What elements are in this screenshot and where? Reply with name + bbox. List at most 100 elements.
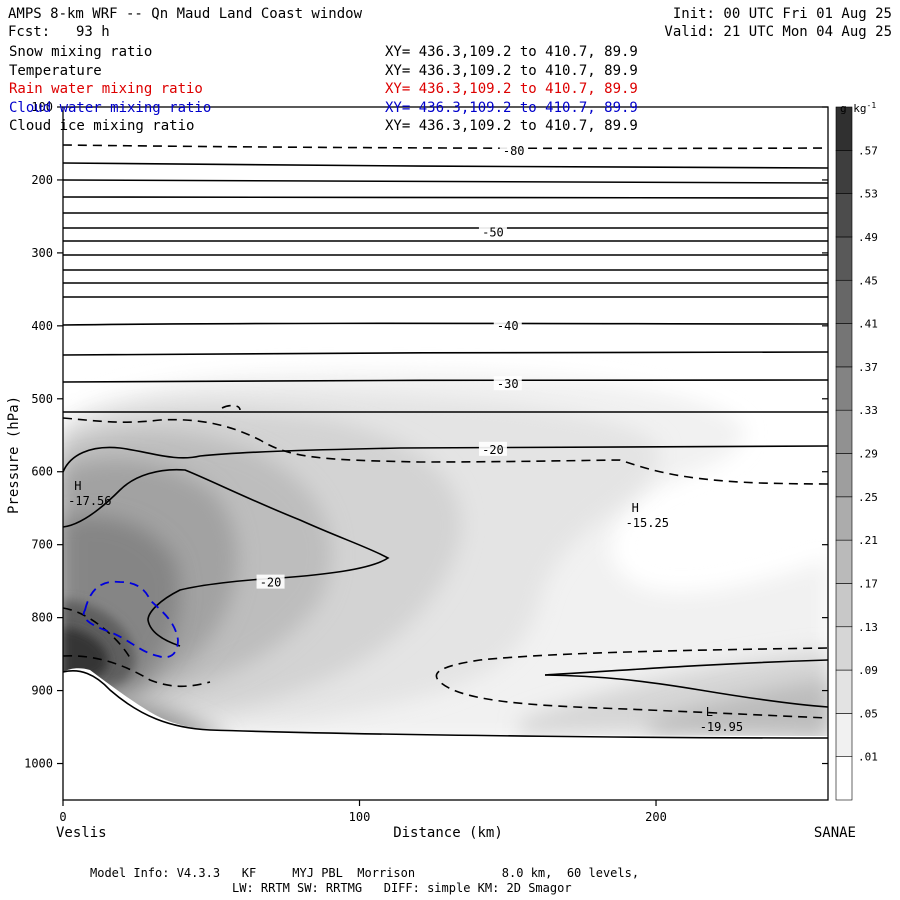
temp-contour-13 — [63, 379, 828, 383]
colorbar-level-label: .09 — [858, 664, 878, 677]
field-name: Rain water mixing ratio — [9, 81, 203, 97]
temp-contour-15 — [63, 445, 828, 473]
y-axis: 100 200 300 400 500 600 700 800 900 1000 — [24, 100, 828, 771]
colorbar-level-label: .29 — [858, 448, 878, 461]
y-tick-label: 900 — [31, 684, 53, 698]
field-name: Cloud water mixing ratio — [9, 99, 212, 116]
cloud-ice-contour-6 — [435, 647, 828, 719]
extremum-value: -19.95 — [700, 720, 743, 734]
temp-contour-19 — [544, 659, 828, 676]
x-axis: 0 100 200 — [59, 800, 667, 824]
colorbar-level-label: .37 — [858, 361, 878, 374]
temp-contour-18 — [544, 674, 828, 708]
init-time: Init: 00 UTC Fri 01 Aug 25 — [672, 6, 892, 22]
terrain — [63, 668, 828, 800]
colorbar-bin — [835, 539, 853, 584]
colorbar-level-label: .49 — [858, 231, 878, 244]
physics-info: LW: RRTM SW: RRTMG DIFF: simple KM: 2D S… — [232, 881, 572, 895]
extremum-marker: H — [74, 479, 81, 493]
contour-label-bg — [499, 142, 528, 157]
temperature-contour-label: -50 — [482, 225, 504, 239]
colorbar-bin — [835, 366, 853, 411]
cloud-ice-contour-3 — [221, 404, 241, 411]
colorbar-bin — [835, 409, 853, 454]
y-tick-label: 1000 — [24, 757, 53, 771]
cloud-ice-contours — [63, 144, 828, 719]
temp-contour-3 — [63, 196, 828, 199]
valid-time: Valid: 21 UTC Mon 04 Aug 25 — [664, 24, 892, 40]
temperature-contour-label: -40 — [497, 319, 519, 333]
shading-low-right-2 — [650, 680, 828, 735]
extremum-value: -17.56 — [68, 494, 111, 508]
field-xy-range: XY= 436.3,109.2 to 410.7, 89.9 — [385, 118, 638, 134]
contour-labels: -80 -50 -40 -30 -20 -20 — [256, 142, 528, 590]
colorbar-bin — [835, 669, 853, 714]
contour-label-bg — [478, 224, 507, 239]
chart-title: AMPS 8-km WRF -- Qn Maud Land Coast wind… — [8, 6, 363, 22]
y-tick-label: 500 — [31, 392, 53, 406]
y-tick-label: 100 — [31, 100, 53, 114]
temperature-contour-label: -30 — [497, 377, 519, 391]
plot-frame — [62, 106, 829, 801]
cloud-ice-contour-5 — [63, 607, 131, 659]
colorbar-bin — [835, 106, 853, 151]
temp-contour-1 — [63, 162, 828, 169]
colorbar-bin — [835, 236, 853, 281]
colorbar-bin — [835, 583, 853, 628]
extremum-marker: L — [706, 705, 713, 719]
colorbar-level-label: .05 — [858, 707, 878, 720]
model-info: Model Info: V4.3.3 KF MYJ PBL Morrison 8… — [90, 866, 640, 880]
colorbar-level-label: .53 — [858, 188, 878, 201]
x-tick-label: 200 — [645, 810, 667, 824]
snow-mixing-ratio-shading — [63, 371, 828, 740]
field-xy-range: XY= 436.3,109.2 to 410.7, 89.9 — [385, 62, 638, 79]
colorbar-bin — [835, 279, 853, 324]
temp-contour-11 — [63, 322, 828, 326]
x-right-location: SANAE — [814, 825, 856, 841]
cloud-ice-contour-4 — [63, 655, 211, 688]
colorbar-level-label: .13 — [858, 621, 878, 634]
colorbar-level-label: .25 — [858, 491, 878, 504]
colorbar-level-label: .21 — [858, 534, 878, 547]
y-axis-label: Pressure (hPa) — [6, 396, 22, 514]
temp-contour-12 — [63, 351, 828, 356]
colorbar-unit: g kg-1 — [840, 101, 876, 116]
x-left-location: Veslis — [56, 825, 107, 841]
colorbar-bin — [835, 193, 853, 238]
x-tick-label: 0 — [59, 810, 66, 824]
x-axis-label: Distance (km) — [393, 825, 503, 841]
shading-layer-8 — [63, 628, 109, 681]
field-name: Cloud ice mixing ratio — [9, 118, 195, 134]
temperature-contour-label: -20 — [260, 576, 282, 590]
y-tick-label: 700 — [31, 538, 53, 552]
colorbar-bin — [835, 453, 853, 498]
temperature-contour-label: -20 — [482, 443, 504, 457]
temperature-contour-label: -80 — [503, 144, 525, 158]
colorbar-bin — [835, 150, 853, 194]
forecast-hour: 93 h — [76, 24, 110, 40]
field-name: Temperature — [9, 62, 102, 79]
temp-contour-2 — [63, 179, 828, 184]
contour-label-bg — [493, 376, 522, 391]
colorbar: .01 .05 .09 .13 .17 .21 .25 .29 .33 .37 .41 .45 .49.… — [835, 106, 878, 801]
colorbar-level-label: .57 — [858, 144, 878, 157]
y-tick-label: 300 — [31, 246, 53, 260]
field-xy-range: XY= 436.3,109.2 to 410.7, 89.9 — [385, 99, 638, 116]
field-xy-range: XY= 436.3,109.2 to 410.7, 89.9 — [385, 44, 638, 60]
cloud-ice-contour-2 — [63, 417, 828, 485]
colorbar-level-label: .01 — [858, 751, 878, 764]
colorbar-level-label: .33 — [858, 404, 878, 417]
colorbar-level-label: .17 — [858, 577, 878, 590]
field-xy-range: XY= 436.3,109.2 to 410.7, 89.9 — [385, 81, 638, 97]
x-tick-label: 100 — [349, 810, 371, 824]
field-name: Snow mixing ratio — [9, 44, 153, 60]
y-tick-label: 400 — [31, 319, 53, 333]
temp-contour-16 — [63, 468, 390, 647]
contour-label-bg — [478, 441, 507, 456]
colorbar-level-label: .41 — [858, 318, 878, 331]
contour-label-bg — [493, 317, 522, 332]
y-tick-label: 600 — [31, 465, 53, 479]
y-tick-label: 200 — [31, 173, 53, 187]
